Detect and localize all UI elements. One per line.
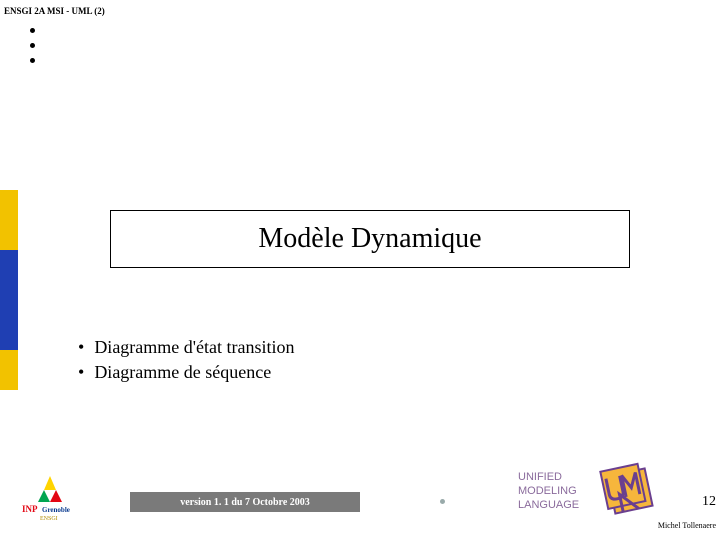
svg-text:MODELING: MODELING [518, 485, 577, 497]
svg-text:UNIFIED: UNIFIED [518, 471, 562, 483]
version-text: version 1. 1 du 7 Octobre 2003 [180, 497, 310, 508]
list-item: Diagramme d'état transition [78, 335, 295, 360]
footer-decorative-dot [440, 499, 445, 504]
sidebar-block [0, 250, 18, 350]
inp-grenoble-logo: INP Grenoble ENSGI [20, 474, 80, 522]
content-bullets: Diagramme d'état transitionDiagramme de … [78, 335, 295, 385]
sidebar-block [0, 190, 18, 250]
svg-text:INP: INP [22, 504, 38, 514]
svg-text:ENSGI: ENSGI [40, 516, 58, 522]
version-bar: version 1. 1 du 7 Octobre 2003 [130, 492, 360, 512]
sidebar-block [0, 350, 18, 390]
header-decorative-bullets [30, 28, 35, 73]
slide-title: Modèle Dynamique [258, 223, 481, 255]
page-number: 12 [702, 494, 716, 510]
list-item: Diagramme de séquence [78, 360, 295, 385]
author-name: Michel Tollenaere [658, 521, 716, 530]
uml-logo: UNIFIED MODELING LANGUAGE [510, 462, 660, 520]
svg-text:LANGUAGE: LANGUAGE [518, 499, 579, 511]
sidebar-blocks [0, 190, 18, 390]
title-container: Modèle Dynamique [110, 210, 630, 268]
svg-text:Grenoble: Grenoble [42, 506, 70, 514]
course-label: ENSGI 2A MSI - UML (2) [4, 6, 105, 16]
